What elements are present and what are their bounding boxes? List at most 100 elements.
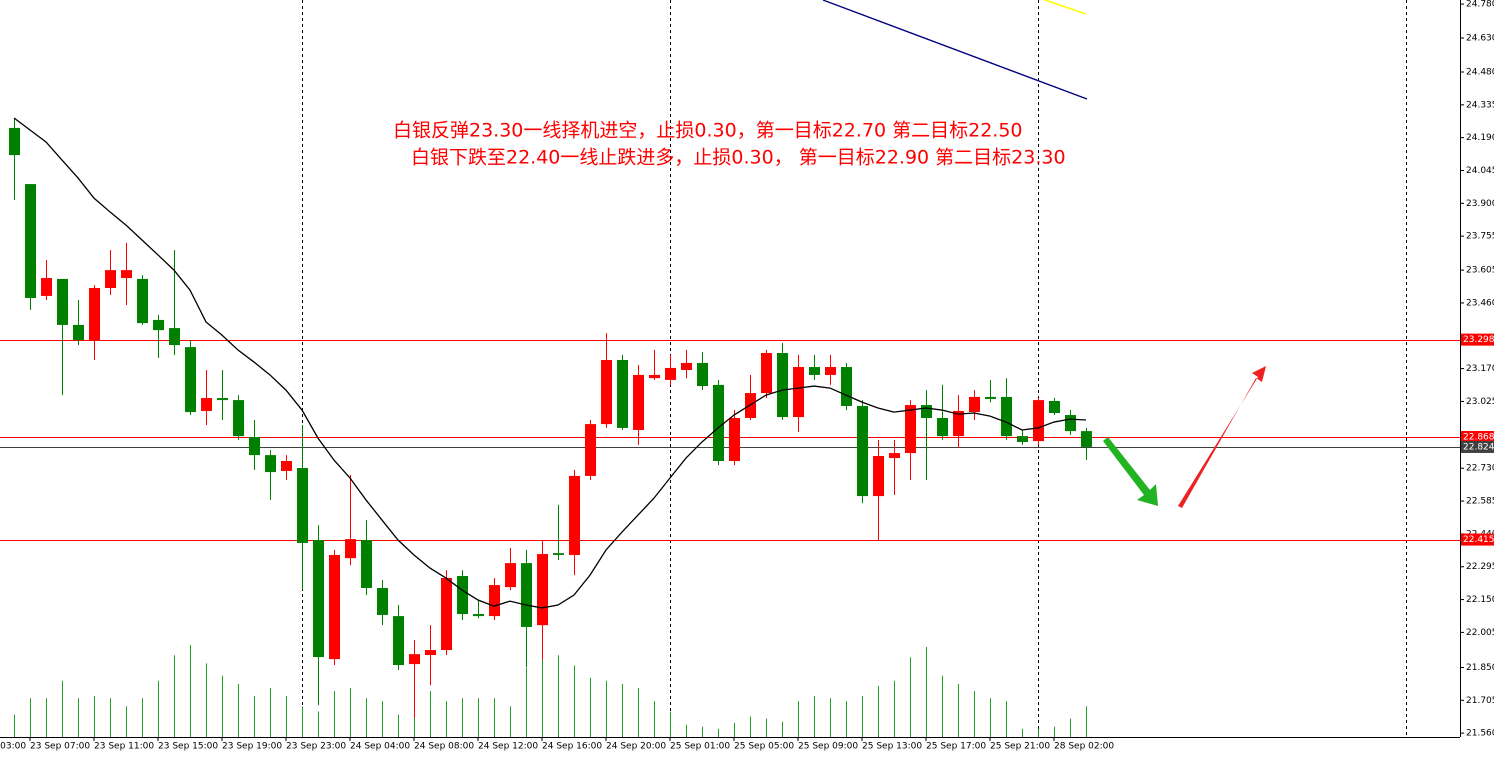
- candle-body: [841, 367, 852, 406]
- candle-body: [697, 362, 708, 387]
- candle-body: [393, 616, 404, 665]
- candle-body: [489, 585, 500, 617]
- x-tick-label: 25 Sep 21:00: [990, 742, 1050, 752]
- candle-body: [441, 578, 452, 651]
- y-tick-label: 23.900: [1466, 199, 1494, 209]
- candle-body: [601, 360, 612, 425]
- candle-body: [985, 396, 996, 399]
- candle-body: [953, 410, 964, 437]
- x-tick-label: 28 Sep 02:00: [1054, 742, 1114, 752]
- x-tick-label: 23 Sep 23:00: [286, 742, 346, 752]
- level-label-box: [1461, 533, 1494, 546]
- candle-body: [217, 398, 228, 401]
- y-tick-label: 23.025: [1466, 397, 1494, 407]
- candle-body: [777, 352, 788, 418]
- candle-body: [729, 417, 740, 461]
- level-label: 22.415: [1463, 535, 1494, 545]
- x-tick-label: 25 Sep 17:00: [926, 742, 986, 752]
- candle-body: [1065, 415, 1076, 432]
- y-tick-label: 23.170: [1466, 364, 1494, 374]
- y-tick-label: 24.480: [1466, 68, 1494, 78]
- y-tick-label: 22.585: [1466, 497, 1494, 507]
- candle-body: [857, 405, 868, 497]
- candle-body: [505, 563, 516, 588]
- x-tick-label: 23 Sep 07:00: [30, 742, 90, 752]
- y-tick-label: 24.335: [1466, 100, 1494, 110]
- candle-body: [137, 278, 148, 324]
- candle-body: [633, 374, 644, 430]
- x-tick-label: 24 Sep 16:00: [542, 742, 602, 752]
- x-tick-label: 23 Sep 03:00: [0, 742, 26, 752]
- y-tick-label: 22.150: [1466, 595, 1494, 605]
- candle-body: [905, 405, 916, 454]
- y-tick-label: 22.005: [1466, 628, 1494, 638]
- x-tick-label: 25 Sep 05:00: [734, 742, 794, 752]
- candle-body: [297, 468, 308, 543]
- candle-body: [521, 563, 532, 627]
- plot: [0, 117, 1460, 737]
- candle-body: [921, 405, 932, 418]
- trend-line: [1044, 0, 1087, 15]
- x-tick-label: 23 Sep 11:00: [94, 742, 154, 752]
- candle-body: [617, 360, 628, 428]
- candle-body: [969, 396, 980, 413]
- y-tick-label: 22.730: [1466, 464, 1494, 474]
- x-tick-label: 25 Sep 09:00: [798, 742, 858, 752]
- candle-body: [73, 324, 84, 341]
- y-tick-label: 22.295: [1466, 562, 1494, 572]
- candle-body: [1033, 400, 1044, 442]
- level-label: 22.868: [1463, 432, 1494, 442]
- x-tick-label: 24 Sep 04:00: [350, 742, 410, 752]
- y-tick-label: 23.605: [1466, 266, 1494, 276]
- candle-body: [793, 367, 804, 418]
- x-tick-label: 25 Sep 13:00: [862, 742, 922, 752]
- y-tick-label: 24.045: [1466, 166, 1494, 176]
- y-tick-label: 24.190: [1466, 133, 1494, 143]
- level-label: 23.298: [1463, 335, 1494, 345]
- candle-body: [313, 540, 324, 658]
- candle-body: [41, 278, 52, 296]
- y-tick-label: 21.850: [1466, 663, 1494, 673]
- candle-body: [249, 436, 260, 456]
- candle-body: [329, 554, 340, 660]
- candle-body: [889, 453, 900, 459]
- x-tick-label: 24 Sep 20:00: [606, 742, 666, 752]
- candle-body: [233, 400, 244, 437]
- y-tick-label: 23.755: [1466, 232, 1494, 242]
- candle-body: [1001, 396, 1012, 437]
- candle-body: [761, 352, 772, 394]
- x-tick-label: 24 Sep 08:00: [414, 742, 474, 752]
- candle-body: [537, 554, 548, 626]
- moving-average: [13, 117, 1087, 609]
- up-arrow: [1178, 366, 1266, 508]
- candle-body: [1049, 400, 1060, 413]
- candle-body: [185, 347, 196, 413]
- y-tick-label: 24.780: [1466, 0, 1494, 10]
- annotation: 白银反弹23.30一线择机进空，止损0.30，第一目标22.70 第二目标22.…: [393, 120, 1023, 142]
- trend-line: [822, 0, 1088, 100]
- candle-body: [649, 374, 660, 379]
- candle-body: [121, 270, 132, 279]
- y-tick-label: 23.460: [1466, 298, 1494, 308]
- down-arrow: [1103, 437, 1158, 506]
- candle-body: [105, 270, 116, 289]
- candle-body: [425, 650, 436, 656]
- y-tick-label: 24.630: [1466, 34, 1494, 44]
- candle-body: [265, 455, 276, 473]
- candle-body: [825, 367, 836, 375]
- candle-body: [473, 614, 484, 617]
- candle-body: [713, 384, 724, 461]
- candle-body: [201, 398, 212, 411]
- candle-body: [457, 576, 468, 615]
- candle-body: [1017, 436, 1028, 442]
- candle-body: [409, 654, 420, 665]
- x-tick-label: 23 Sep 19:00: [222, 742, 282, 752]
- candle-body: [153, 319, 164, 331]
- x-tick-label: 24 Sep 12:00: [478, 742, 538, 752]
- candle-body: [937, 417, 948, 437]
- day-separators: [302, 0, 1407, 737]
- level-label: 22.824: [1463, 442, 1494, 452]
- candle-body: [281, 460, 292, 471]
